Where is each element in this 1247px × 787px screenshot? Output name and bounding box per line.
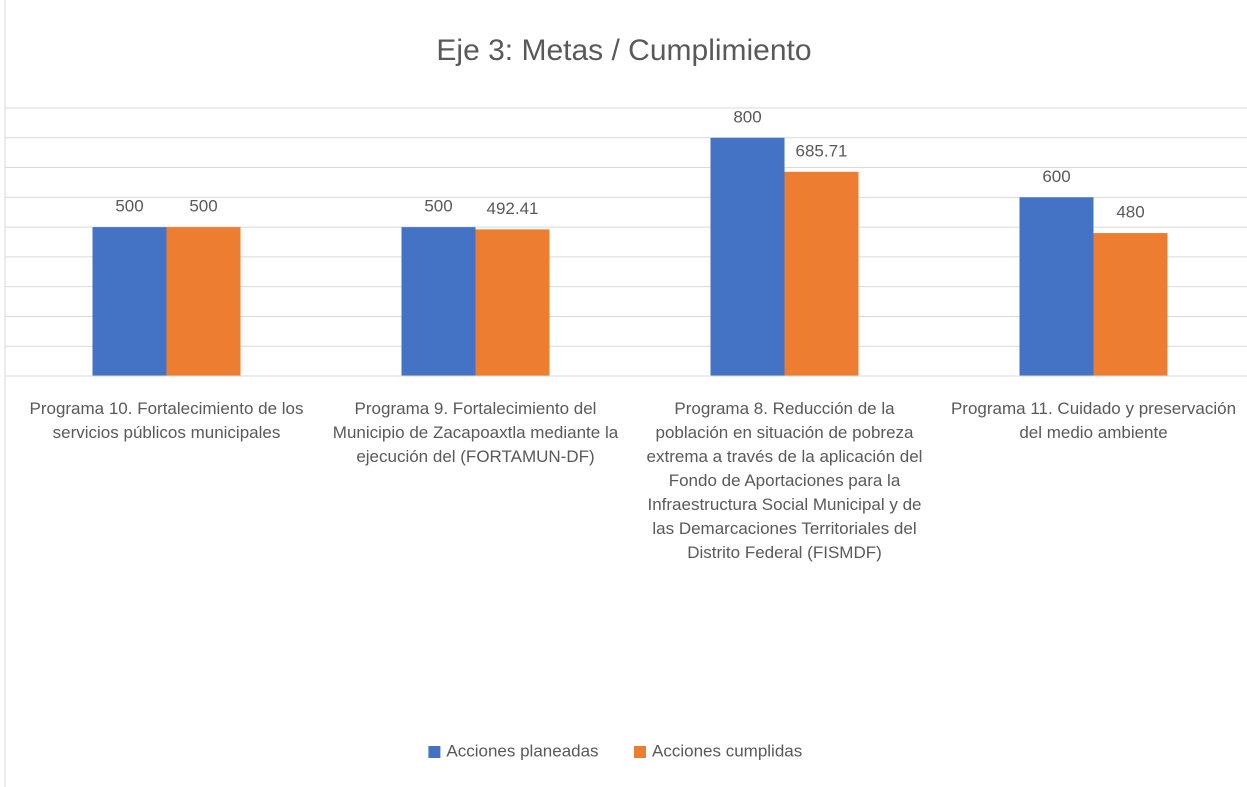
data-label: 500 (189, 197, 217, 216)
legend-swatch (634, 746, 646, 758)
x-tick-label: Programa 10. Fortalecimiento de los serv… (29, 399, 304, 442)
x-tick-label: Programa 11. Cuidado y preservación del … (950, 399, 1237, 442)
data-label: 492.41 (487, 199, 539, 218)
data-label: 480 (1116, 203, 1144, 222)
data-label: 500 (424, 197, 452, 216)
bar (1019, 197, 1094, 376)
bar (475, 229, 550, 376)
bar (1093, 233, 1168, 376)
bar (92, 227, 167, 376)
data-label: 500 (115, 197, 143, 216)
bar (401, 227, 476, 376)
legend-label: Acciones cumplidas (652, 741, 802, 760)
bar (784, 171, 859, 376)
bar (166, 227, 241, 376)
x-tick-label: Programa 9. Fortalecimiento del Municipi… (332, 399, 619, 466)
data-label: 800 (733, 107, 761, 126)
data-label: 600 (1042, 167, 1070, 186)
legend-swatch (428, 746, 441, 758)
bar (710, 137, 785, 376)
legend-label: Acciones planeadas (446, 741, 598, 760)
data-label: 685.71 (796, 141, 848, 160)
x-tick-label: Programa 8. Reducción de la población en… (646, 399, 923, 562)
chart-title: Eje 3: Metas / Cumplimiento (436, 34, 811, 67)
